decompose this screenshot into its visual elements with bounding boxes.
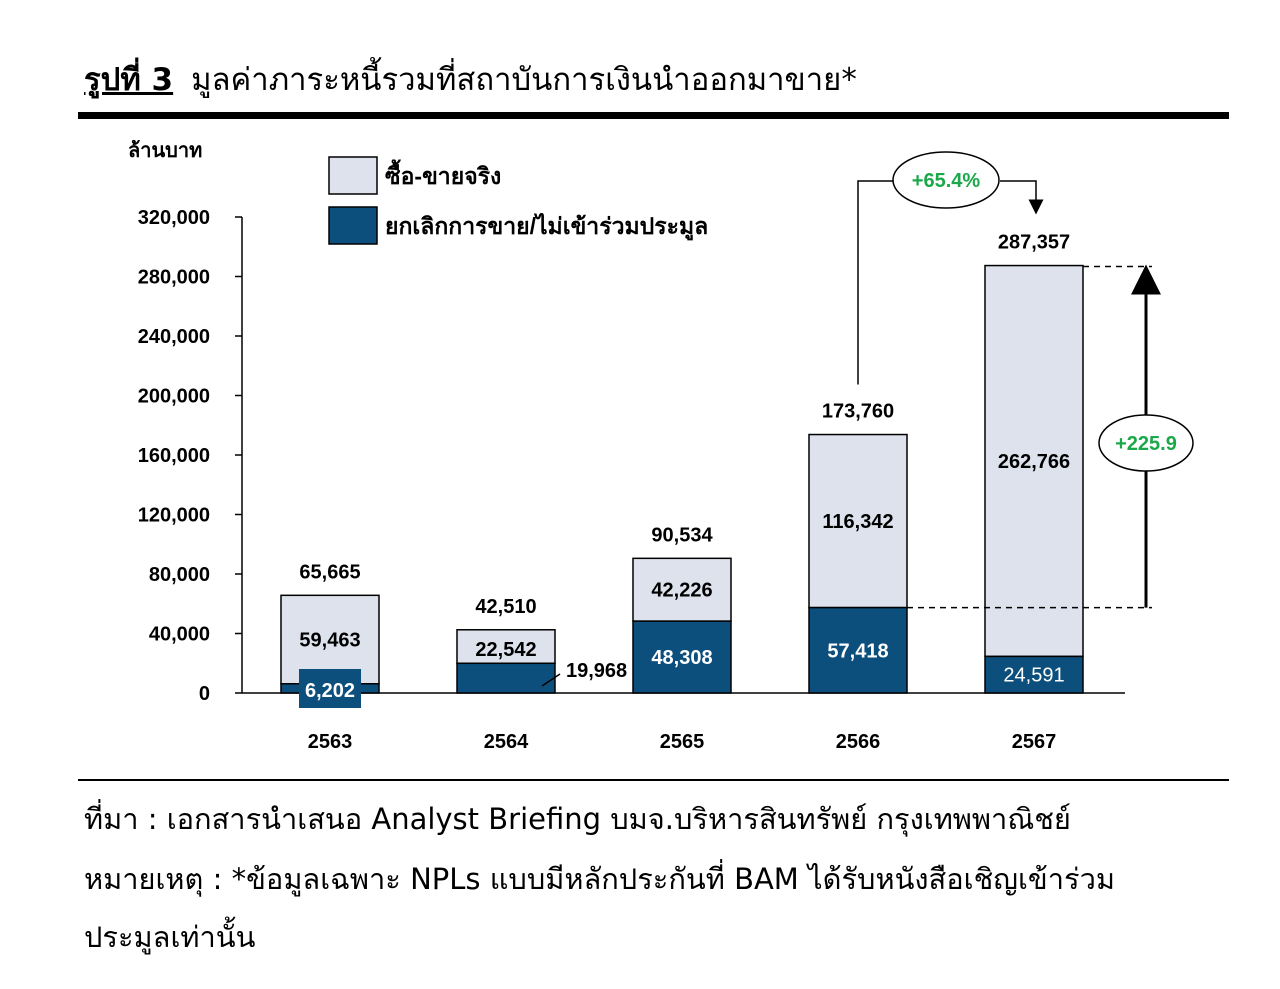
y-axis-label: ล้านบาท (128, 139, 202, 162)
y-tick-label: 160,000 (138, 445, 210, 467)
cancelled-value-label: 57,418 (827, 640, 888, 662)
source-note: ที่มา : เอกสารนำเสนอ Analyst Briefing บม… (84, 802, 1071, 836)
bars: 2563 65,665 59,463 6,202 2564 42,510 22,542 19,… (280, 232, 1084, 753)
cancelled-value-label: 24,591 (1003, 665, 1064, 687)
sold-value-label: 22,542 (475, 639, 536, 661)
bottom-rule (78, 779, 1229, 781)
remark-note: หมายเหตุ : *ข้อมูลเฉพาะ NPLs แบบมีหลักปร… (84, 862, 1115, 896)
total-label: 287,357 (998, 232, 1070, 254)
bar-sold (808, 433, 908, 609)
top-rule (78, 112, 1229, 119)
increase-ellipse (1098, 414, 1194, 472)
growth-connector-arrow (1000, 180, 1044, 215)
bar-cancelled (808, 606, 908, 694)
bar-sold (984, 264, 1084, 658)
growth-percent-label: +65.4% (912, 170, 981, 192)
cancelled-value-label: 48,308 (651, 647, 712, 669)
total-label: 90,534 (651, 524, 713, 546)
bar-cancelled (632, 620, 732, 694)
legend: ซื้อ-ขายจริงยกเลิกการขาย/ไม่เข้าร่วมประม… (328, 156, 708, 245)
legend-label: ยกเลิกการขาย/ไม่เข้าร่วมประมูล (385, 212, 708, 241)
x-tick-label: 2563 (308, 731, 353, 753)
sold-value-label: 116,342 (822, 511, 893, 533)
cancelled-label-box (299, 669, 361, 708)
sold-value-label: 262,766 (998, 451, 1070, 473)
increase-label: +225.9 (1115, 433, 1177, 455)
x-tick-label: 2565 (660, 731, 705, 753)
sold-value-label: 42,226 (651, 580, 712, 602)
y-axis: 0 40,000 80,000 120,000 160,000 200,000 240,00… (138, 207, 1125, 705)
y-tick-label: 0 (199, 683, 210, 705)
legend-swatch (328, 206, 378, 245)
remark-note-continued: ประมูลเท่านั้น (84, 920, 256, 954)
bar-cancelled (456, 662, 556, 694)
figure-title-block: รูปที่ 3 มูลค่าภาระหนี้รวมที่สถาบันการเงิ… (84, 54, 857, 104)
annotations: +65.4% +225.9 (857, 151, 1194, 609)
y-tick-label: 120,000 (138, 505, 210, 527)
y-tick-label: 200,000 (138, 386, 210, 408)
y-tick-label: 280,000 (138, 267, 210, 289)
sold-value-label: 59,463 (299, 630, 360, 652)
x-tick-label: 2566 (836, 731, 881, 753)
growth-ellipse (892, 151, 1000, 209)
x-tick-label: 2567 (1012, 731, 1057, 753)
legend-swatch (328, 156, 378, 195)
total-label: 65,665 (299, 561, 360, 583)
figure-number: รูปที่ 3 (84, 62, 174, 98)
bar-sold (456, 629, 556, 665)
cancelled-value-label: 6,202 (305, 680, 355, 702)
figure-title: มูลค่าภาระหนี้รวมที่สถาบันการเงินนำออกมา… (191, 62, 857, 98)
cancelled-value-label: 19,968 (566, 660, 627, 682)
y-tick-label: 40,000 (149, 624, 210, 646)
legend-label: ซื้อ-ขายจริง (385, 159, 501, 189)
y-tick-label: 240,000 (138, 326, 210, 348)
growth-connector (857, 180, 893, 385)
label-leader-line (541, 673, 561, 687)
y-tick-label: 320,000 (138, 207, 210, 229)
total-label: 173,760 (822, 401, 894, 423)
x-tick-label: 2564 (484, 731, 529, 753)
bar-cancelled (984, 655, 1084, 694)
y-tick-label: 80,000 (149, 564, 210, 586)
total-label: 42,510 (475, 596, 536, 618)
